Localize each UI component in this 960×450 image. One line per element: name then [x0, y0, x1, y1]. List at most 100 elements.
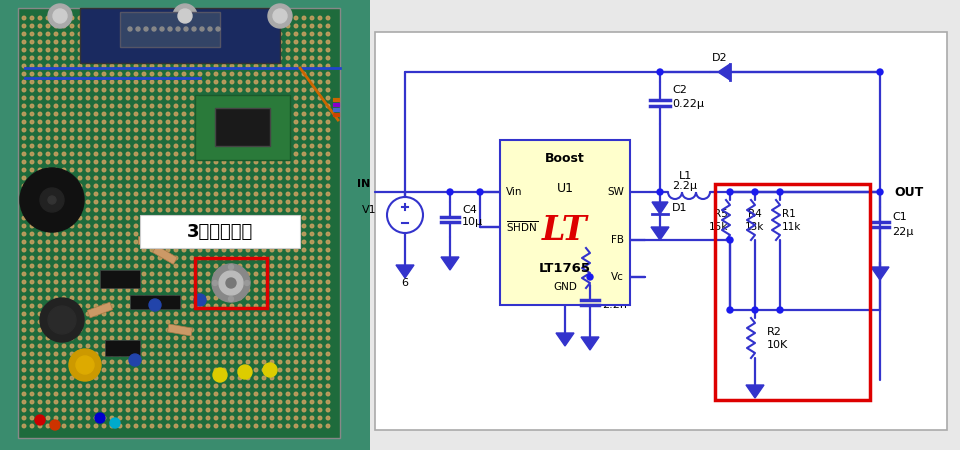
Circle shape	[214, 184, 218, 188]
Circle shape	[230, 408, 234, 412]
Circle shape	[198, 112, 202, 116]
Circle shape	[134, 112, 138, 116]
Circle shape	[30, 320, 34, 324]
Circle shape	[38, 112, 42, 116]
Circle shape	[54, 248, 58, 252]
Circle shape	[158, 88, 162, 92]
Circle shape	[174, 24, 178, 28]
Circle shape	[254, 248, 258, 252]
Circle shape	[238, 248, 242, 252]
Circle shape	[62, 32, 66, 36]
Circle shape	[286, 144, 290, 148]
Circle shape	[198, 16, 202, 20]
Circle shape	[22, 240, 26, 244]
Circle shape	[62, 200, 66, 204]
Circle shape	[318, 368, 322, 372]
Circle shape	[310, 184, 314, 188]
Circle shape	[174, 48, 178, 52]
Circle shape	[270, 264, 274, 268]
Circle shape	[166, 368, 170, 372]
Circle shape	[318, 264, 322, 268]
Circle shape	[302, 72, 306, 76]
Circle shape	[62, 112, 66, 116]
Circle shape	[70, 256, 74, 260]
Circle shape	[222, 160, 226, 164]
Circle shape	[102, 56, 106, 60]
Circle shape	[94, 24, 98, 28]
Circle shape	[222, 304, 226, 308]
Circle shape	[142, 176, 146, 180]
Circle shape	[158, 296, 162, 300]
Circle shape	[254, 56, 258, 60]
Circle shape	[118, 328, 122, 332]
Circle shape	[86, 192, 90, 196]
Circle shape	[302, 112, 306, 116]
Circle shape	[102, 248, 106, 252]
Circle shape	[238, 264, 242, 268]
Circle shape	[158, 256, 162, 260]
Circle shape	[310, 328, 314, 332]
Circle shape	[254, 408, 258, 412]
Circle shape	[102, 120, 106, 124]
Polygon shape	[396, 265, 414, 278]
Circle shape	[214, 272, 218, 276]
Circle shape	[270, 80, 274, 84]
Circle shape	[286, 24, 290, 28]
Circle shape	[246, 384, 250, 388]
Circle shape	[142, 288, 146, 292]
Circle shape	[126, 168, 130, 172]
Circle shape	[318, 160, 322, 164]
Circle shape	[118, 392, 122, 396]
Circle shape	[190, 288, 194, 292]
Circle shape	[94, 288, 98, 292]
Circle shape	[54, 88, 58, 92]
Circle shape	[110, 112, 114, 116]
Circle shape	[158, 24, 162, 28]
Circle shape	[310, 72, 314, 76]
Circle shape	[206, 424, 210, 428]
Circle shape	[136, 27, 140, 31]
Circle shape	[118, 208, 122, 212]
Circle shape	[190, 96, 194, 100]
Circle shape	[206, 32, 210, 36]
Circle shape	[126, 184, 130, 188]
Circle shape	[70, 184, 74, 188]
Circle shape	[174, 240, 178, 244]
Circle shape	[134, 216, 138, 220]
Circle shape	[118, 336, 122, 340]
Circle shape	[118, 320, 122, 324]
Circle shape	[62, 40, 66, 44]
Circle shape	[238, 296, 242, 300]
Circle shape	[30, 56, 34, 60]
Circle shape	[226, 278, 236, 288]
Circle shape	[134, 96, 138, 100]
Circle shape	[294, 256, 298, 260]
Circle shape	[166, 192, 170, 196]
Circle shape	[54, 416, 58, 420]
Circle shape	[198, 392, 202, 396]
Circle shape	[246, 24, 250, 28]
Circle shape	[118, 168, 122, 172]
Circle shape	[238, 176, 242, 180]
Circle shape	[198, 272, 202, 276]
Circle shape	[118, 24, 122, 28]
Circle shape	[70, 40, 74, 44]
Circle shape	[310, 312, 314, 316]
Circle shape	[182, 144, 186, 148]
Circle shape	[54, 160, 58, 164]
Circle shape	[310, 288, 314, 292]
Circle shape	[246, 392, 250, 396]
Circle shape	[110, 32, 114, 36]
Circle shape	[70, 424, 74, 428]
Circle shape	[62, 64, 66, 68]
Circle shape	[78, 128, 82, 132]
Circle shape	[246, 336, 250, 340]
Circle shape	[294, 264, 298, 268]
Circle shape	[22, 136, 26, 140]
Circle shape	[142, 336, 146, 340]
Circle shape	[262, 360, 266, 364]
Circle shape	[222, 152, 226, 156]
Circle shape	[94, 392, 98, 396]
Circle shape	[134, 272, 138, 276]
Circle shape	[30, 344, 34, 348]
